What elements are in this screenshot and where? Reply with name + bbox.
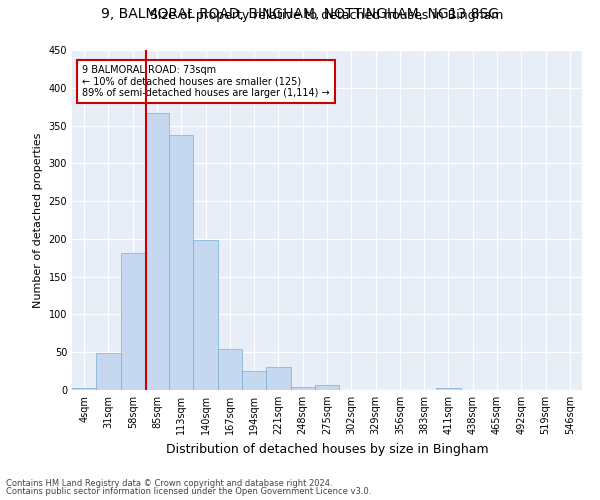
Text: 9, BALMORAL ROAD, BINGHAM, NOTTINGHAM, NG13 8SG: 9, BALMORAL ROAD, BINGHAM, NOTTINGHAM, N… [101,8,499,22]
Bar [72,388,96,390]
Bar [290,387,315,390]
Bar [96,353,121,390]
Title: Size of property relative to detached houses in Bingham: Size of property relative to detached ho… [151,10,503,22]
Bar [169,134,193,390]
Y-axis label: Number of detached properties: Number of detached properties [33,132,43,308]
X-axis label: Distribution of detached houses by size in Bingham: Distribution of detached houses by size … [166,442,488,456]
Bar [266,366,290,390]
Bar [193,240,218,390]
Text: Contains HM Land Registry data © Crown copyright and database right 2024.: Contains HM Land Registry data © Crown c… [6,478,332,488]
Bar [436,388,461,390]
Text: 9 BALMORAL ROAD: 73sqm
← 10% of detached houses are smaller (125)
89% of semi-de: 9 BALMORAL ROAD: 73sqm ← 10% of detached… [82,66,330,98]
Bar [242,371,266,390]
Text: Contains public sector information licensed under the Open Government Licence v3: Contains public sector information licen… [6,487,371,496]
Bar [121,253,145,390]
Bar [315,386,339,390]
Bar [218,349,242,390]
Bar [145,112,169,390]
